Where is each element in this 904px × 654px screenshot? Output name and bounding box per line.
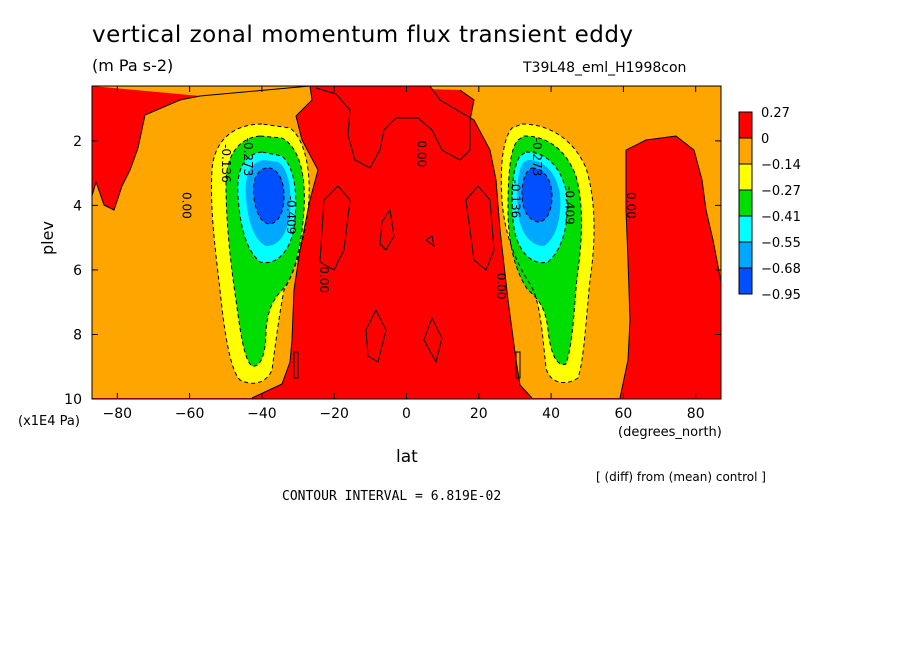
colorbar-swatch [738,241,753,269]
contour-label: -0.409 [284,196,298,235]
contour-line [225,135,305,367]
contour-line [91,85,311,211]
contour-line [293,351,299,379]
contour-fields [92,86,721,399]
colorbar-swatch [738,163,753,191]
contour-line [465,185,495,271]
x-tick-label: −40 [247,406,277,422]
contour-line [619,135,722,399]
x-tick-label: 60 [614,406,632,422]
contour-interval: CONTOUR INTERVAL = 6.819E-02 [282,489,502,504]
contour-line [425,235,435,248]
contour-lines [91,85,722,399]
x-tick-label: −20 [319,406,349,422]
x-tick-label: −80 [103,406,133,422]
colorbar-label: −0.14 [761,158,801,173]
x-tick-label: 0 [402,406,411,422]
contour-line [511,151,568,264]
colorbar-label: −0.55 [761,236,801,251]
units-label: (m Pa s-2) [92,56,174,75]
colorbar-swatch [738,111,753,139]
x-axis-unit: (degrees_north) [618,425,722,440]
contour-label: -0.136 [219,144,233,183]
contour-label: -0.409 [563,186,577,225]
contour-line [251,85,319,399]
contour-line [515,351,521,379]
contour-label: 0.00 [624,192,638,219]
x-tick-label: −60 [175,406,205,422]
contour-label: 0.00 [179,192,193,219]
y-tick-label: 8 [73,327,82,343]
contour-line [315,87,475,169]
contour-line [429,85,533,399]
contour-label: -0.273 [530,138,544,177]
y-axis-ticks: 2 4 6 8 10 [64,134,721,408]
colorbar-label: 0.27 [761,106,790,121]
x-axis-ticks: −80 −60 −40 −20 0 20 40 60 80 [103,86,705,422]
contour-line [507,135,582,366]
colorbar-swatch [738,189,753,217]
contour-label: -0.136 [508,180,522,219]
contour-line [423,316,443,364]
contour-label: -0.273 [241,138,255,177]
contour-line [237,151,297,264]
contour-label: 0.00 [494,273,508,300]
x-tick-label: 80 [687,406,705,422]
colorbar-label: −0.95 [761,288,801,303]
contour-line [379,208,395,251]
contour-line [319,185,351,271]
field-red-center [316,86,474,168]
colorbar-label: −0.41 [761,210,801,225]
contour-line [253,167,285,225]
colorbar-swatch [738,137,753,165]
colorbar-swatch [738,267,753,295]
colorbar-label: 0 [761,132,769,147]
chart-title: vertical zonal momentum flux transient e… [92,22,634,48]
y-tick-label: 6 [73,263,82,279]
y-tick-label: 10 [64,392,82,408]
experiment-label: T39L48_eml_H1998con [523,60,687,76]
contour-line [365,308,387,363]
x-tick-label: 40 [542,406,560,422]
contour-line [521,167,553,223]
colorbar-label: −0.68 [761,262,801,277]
colorbar: 0.27 0 −0.14 −0.27 −0.41 −0.55 −0.68 −0.95 [738,106,801,303]
contour-label: 0.00 [414,140,428,167]
diff-note: [ (diff) from (mean) control ] [596,470,766,484]
contour-line [500,123,595,384]
y-axis-unit: (x1E4 Pa) [18,414,80,429]
colorbar-swatch [738,215,753,243]
contour-label: 0.00 [317,266,331,293]
contour-labels: 0.00 -0.136 -0.273 -0.409 0.00 0.00 0.00 -0.136… [179,138,638,300]
x-tick-label: 20 [470,406,488,422]
y-tick-label: 4 [73,198,82,214]
field-blue-left [253,168,284,224]
field-blue-right [522,168,552,222]
y-tick-label: 2 [73,134,82,150]
colorbar-label: −0.27 [761,184,801,199]
x-axis-label: lat [396,447,418,467]
